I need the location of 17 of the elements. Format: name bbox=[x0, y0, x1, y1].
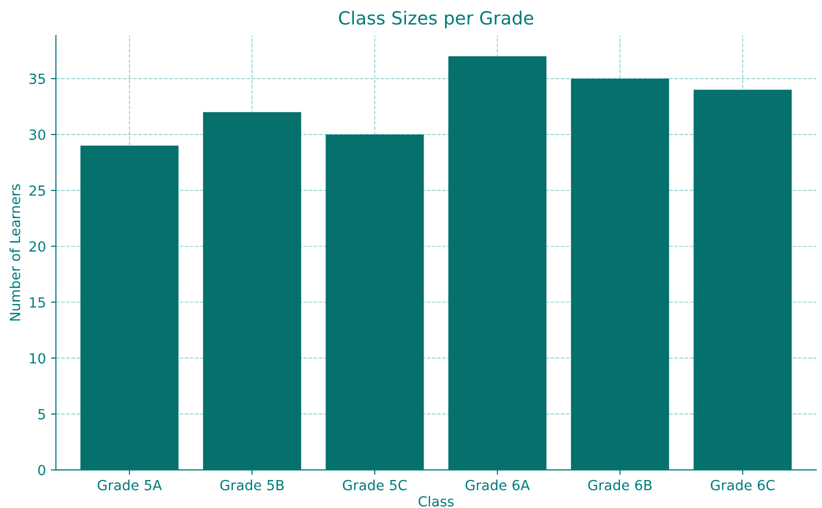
y-tick-label: 30 bbox=[30, 129, 46, 140]
y-tick-label: 0 bbox=[38, 464, 46, 476]
y-axis-title: Number of Learners bbox=[10, 184, 20, 321]
y-tick-label: 35 bbox=[30, 74, 45, 84]
x-tick-label: Grade 5B bbox=[220, 480, 284, 490]
y-tick-label: 25 bbox=[30, 185, 45, 196]
y-tick-label: 20 bbox=[30, 241, 46, 252]
y-tick-label: 10 bbox=[30, 353, 46, 364]
y-tick-label: 15 bbox=[30, 297, 45, 308]
chart-title: Class Sizes per Grade bbox=[338, 10, 534, 28]
x-tick-label: Grade 5C bbox=[342, 480, 407, 490]
x-tick-label: Grade 6C bbox=[710, 480, 775, 490]
y-tick-label: 5 bbox=[38, 409, 45, 420]
x-tick-label: Grade 6A bbox=[466, 480, 530, 490]
x-axis-title: Class bbox=[418, 496, 454, 507]
x-tick-label: Grade 6B bbox=[588, 480, 652, 490]
x-tick-label: Grade 5A bbox=[98, 480, 162, 490]
